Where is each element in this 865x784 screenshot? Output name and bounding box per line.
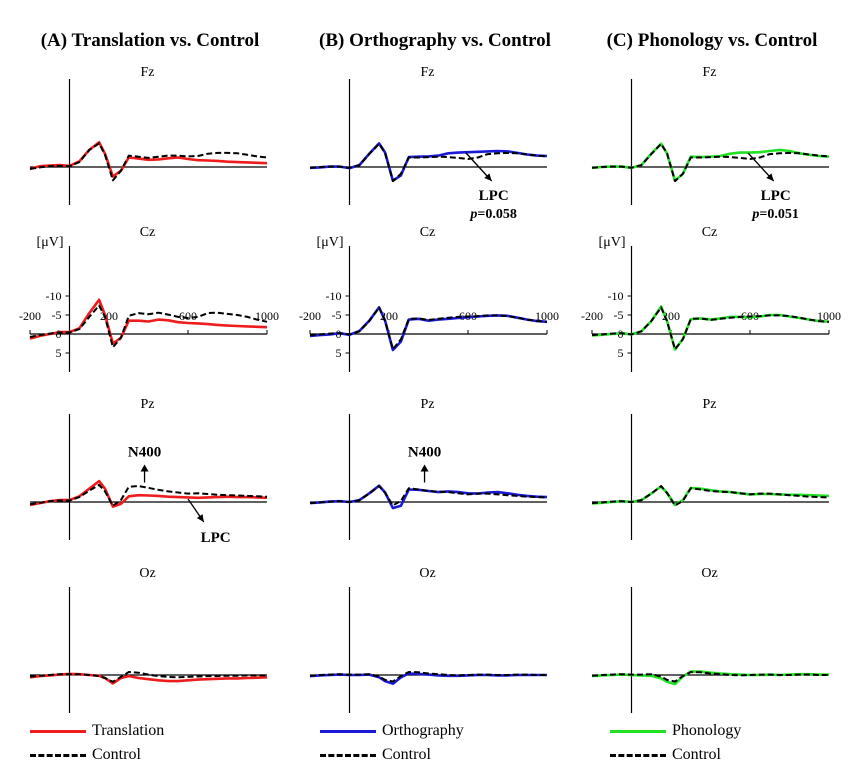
legend-entry-condition: Translation (30, 719, 164, 743)
n400-arrowhead (140, 464, 149, 472)
waveform-control (591, 485, 830, 507)
legend-swatch-control (30, 753, 86, 757)
n400-label: N400 (128, 445, 161, 461)
electrode-label: Oz (701, 566, 717, 581)
p-value: =0.058 (477, 207, 516, 222)
legend-label-condition: Phonology (672, 722, 742, 739)
waveform-phonology (591, 142, 830, 182)
y-tick-label: -5 (614, 308, 624, 322)
n400-label: N400 (408, 445, 441, 461)
lpc-label: LPC (201, 530, 231, 546)
y-unit-label: [μV] (599, 235, 626, 250)
lpc-arrowhead (766, 173, 774, 181)
waveform-phonology (591, 305, 830, 351)
waveform-translation (29, 298, 268, 345)
y-tick-label: 5 (336, 346, 342, 360)
waveform-control (591, 306, 830, 351)
y-tick-label: -10 (608, 289, 624, 303)
y-unit-label: [μV] (317, 235, 344, 250)
panel-title: (A) Translation vs. Control (41, 30, 260, 51)
waveform-control (591, 142, 830, 183)
y-unit-label: [μV] (37, 235, 64, 250)
legend-label-control: Control (672, 746, 721, 763)
y-tick-label: 5 (618, 346, 624, 360)
x-tick-label: 1000 (255, 309, 279, 323)
waveform-control (309, 306, 548, 351)
electrode-label: Pz (141, 397, 155, 412)
legend-swatch-control (610, 753, 666, 757)
electrode-label: Oz (139, 566, 155, 581)
legend-entry-control: Control (610, 743, 741, 767)
electrode-label: Oz (419, 566, 435, 581)
legend-swatch-condition (320, 729, 376, 733)
panel-title: (C) Phonology vs. Control (607, 30, 818, 51)
lpc-arrowhead (484, 173, 492, 181)
legend-translation: Translation Control (30, 719, 164, 771)
legend-swatch-condition (30, 729, 86, 733)
p-value-label: p=0.051 (751, 207, 798, 222)
x-tick-label: -200 (299, 309, 321, 323)
electrode-label: Fz (141, 65, 155, 80)
y-tick-label: -10 (46, 289, 62, 303)
legend-label-control: Control (382, 746, 431, 763)
waveform-control (309, 671, 547, 683)
x-tick-label: -200 (19, 309, 41, 323)
n400-arrowhead (420, 464, 429, 472)
y-tick-label: 5 (56, 346, 62, 360)
waveform-orthography (309, 484, 548, 510)
legend-label-condition: Orthography (382, 722, 464, 739)
p-value-label: p=0.058 (469, 207, 516, 222)
lpc-label: LPC (761, 188, 791, 204)
legend-entry-control: Control (320, 743, 464, 767)
lpc-arrowhead (196, 514, 204, 522)
x-tick-label: 600 (179, 309, 197, 323)
y-tick-label: -5 (52, 308, 62, 322)
waveform-translation (29, 141, 268, 178)
waveform-control (29, 142, 268, 182)
waveform-translation (29, 479, 268, 508)
waveform-orthography (309, 306, 548, 352)
waveform-control (309, 485, 548, 507)
y-tick-label: -10 (326, 289, 342, 303)
legend-entry-condition: Phonology (610, 719, 741, 743)
lpc-label: LPC (479, 188, 509, 204)
waveform-control (29, 304, 268, 349)
electrode-label: Pz (421, 397, 435, 412)
electrode-label: Cz (702, 225, 718, 240)
legend-swatch-control (320, 753, 376, 757)
electrode-label: Cz (140, 225, 156, 240)
waveform-orthography (309, 142, 548, 182)
waveform-control (591, 671, 829, 683)
electrode-label: Fz (421, 65, 435, 80)
p-value: =0.051 (759, 207, 798, 222)
electrode-label: Pz (703, 397, 717, 412)
x-tick-label: 1000 (535, 309, 559, 323)
legend-label-control: Control (92, 746, 141, 763)
legend-label-condition: Translation (92, 722, 165, 739)
legend-phonology: Phonology Control (610, 719, 741, 771)
y-tick-label: 0 (56, 327, 62, 341)
legend-entry-control: Control (30, 743, 164, 767)
waveform-control (309, 142, 548, 183)
p-symbol: p (469, 207, 477, 222)
waveform-control (29, 483, 268, 507)
panel-title: (B) Orthography vs. Control (319, 30, 551, 51)
x-tick-label: 1000 (817, 309, 841, 323)
legend-entry-condition: Orthography (320, 719, 464, 743)
legend-orthography: Orthography Control (320, 719, 464, 771)
electrode-label: Cz (420, 225, 436, 240)
p-symbol: p (751, 207, 759, 222)
waveform-orthography (309, 672, 547, 685)
x-tick-label: -200 (581, 309, 603, 323)
waveform-control (29, 671, 267, 683)
legend-swatch-condition (610, 729, 666, 733)
electrode-label: Fz (703, 65, 717, 80)
y-tick-label: -5 (332, 308, 342, 322)
